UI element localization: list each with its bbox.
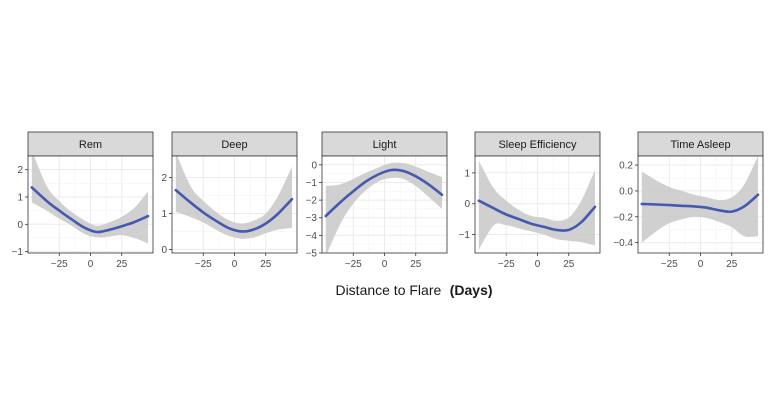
x-axis-label: Distance to Flare bbox=[335, 282, 441, 298]
y-tick-label: 0.2 bbox=[619, 161, 633, 172]
smoothed-line bbox=[477, 199, 597, 232]
x-tick-label: 0 bbox=[88, 259, 94, 270]
panel-sleep-efficiency: Sleep Efficiency −25 0 25 1 0 −1 bbox=[459, 131, 601, 270]
facet-strip bbox=[27, 131, 154, 157]
y-tick-label: −0.2 bbox=[613, 212, 633, 223]
y-tick-label: −0.4 bbox=[613, 238, 633, 249]
confidence-band bbox=[641, 156, 758, 243]
y-tick-label: 0 bbox=[17, 220, 23, 231]
y-tick-label: −1 bbox=[12, 247, 24, 258]
plot-marks bbox=[30, 156, 150, 244]
y-tick-label: −2 bbox=[306, 196, 318, 207]
x-tick-label: −25 bbox=[498, 259, 515, 270]
panel-light: Light −25 0 25 0 −1 −2 −3 −4 −5 bbox=[306, 131, 448, 270]
x-tick-label: 25 bbox=[410, 259, 422, 270]
y-tick-label: 0 bbox=[464, 199, 470, 210]
x-tick-label: −25 bbox=[345, 259, 362, 270]
y-tick-label: 1 bbox=[17, 192, 23, 203]
x-tick-label: 0 bbox=[535, 259, 541, 270]
x-axis-unit: (Days) bbox=[450, 282, 493, 298]
smoothed-line bbox=[324, 168, 444, 218]
y-tick-label: −4 bbox=[306, 231, 318, 242]
facet-strip bbox=[321, 131, 448, 157]
y-tick-label: −5 bbox=[306, 249, 318, 260]
y-tick-label: 2 bbox=[161, 173, 167, 184]
y-tick-label: 0 bbox=[161, 245, 167, 256]
x-tick-label: 25 bbox=[260, 259, 272, 270]
chart-panels: Rem −25 0 25 2 1 0 −1 Deep −25 0 25 2 1 0 Light −25 0 25 0 −… bbox=[12, 131, 764, 270]
plot-marks bbox=[477, 160, 597, 250]
facet-title: Deep bbox=[221, 139, 247, 151]
smoothed-line bbox=[174, 188, 294, 233]
facet-strip bbox=[637, 131, 764, 157]
plot-marks bbox=[640, 156, 760, 243]
smoothed-line bbox=[640, 193, 760, 214]
confidence-band bbox=[325, 162, 442, 253]
x-tick-label: 0 bbox=[232, 259, 238, 270]
x-tick-label: 0 bbox=[382, 259, 388, 270]
x-tick-label: 25 bbox=[563, 259, 575, 270]
smoothed-line bbox=[30, 186, 150, 234]
panel-rem: Rem −25 0 25 2 1 0 −1 bbox=[12, 131, 154, 270]
confidence-band bbox=[478, 160, 595, 250]
confidence-band bbox=[175, 156, 292, 239]
plot-marks bbox=[324, 162, 444, 253]
facet-strip bbox=[171, 131, 298, 157]
y-tick-label: 1 bbox=[464, 168, 470, 179]
facet-strip bbox=[474, 131, 601, 157]
x-tick-label: 0 bbox=[698, 259, 704, 270]
facet-title: Sleep Efficiency bbox=[498, 139, 577, 151]
y-tick-label: −1 bbox=[459, 230, 471, 241]
facet-title: Rem bbox=[79, 139, 102, 151]
y-tick-label: 2 bbox=[17, 165, 23, 176]
x-tick-label: −25 bbox=[51, 259, 68, 270]
x-tick-label: −25 bbox=[661, 259, 678, 270]
facet-title: Light bbox=[373, 139, 397, 151]
x-tick-label: −25 bbox=[195, 259, 212, 270]
y-tick-label: −1 bbox=[306, 178, 318, 189]
y-tick-label: −3 bbox=[306, 213, 318, 224]
y-tick-label: 1 bbox=[161, 209, 167, 220]
facet-title: Time Asleep bbox=[670, 139, 730, 151]
y-tick-label: 0.0 bbox=[619, 186, 633, 197]
panel-time-asleep: Time Asleep −25 0 25 0.2 0.0 −0.2 −0.4 bbox=[613, 131, 764, 270]
y-tick-label: 0 bbox=[311, 160, 317, 171]
confidence-band bbox=[31, 156, 148, 244]
panel-deep: Deep −25 0 25 2 1 0 bbox=[161, 131, 298, 270]
x-tick-label: 25 bbox=[116, 259, 128, 270]
x-tick-label: 25 bbox=[726, 259, 738, 270]
plot-marks bbox=[174, 156, 294, 239]
x-axis-title: Distance to Flare (Days) bbox=[335, 282, 492, 299]
